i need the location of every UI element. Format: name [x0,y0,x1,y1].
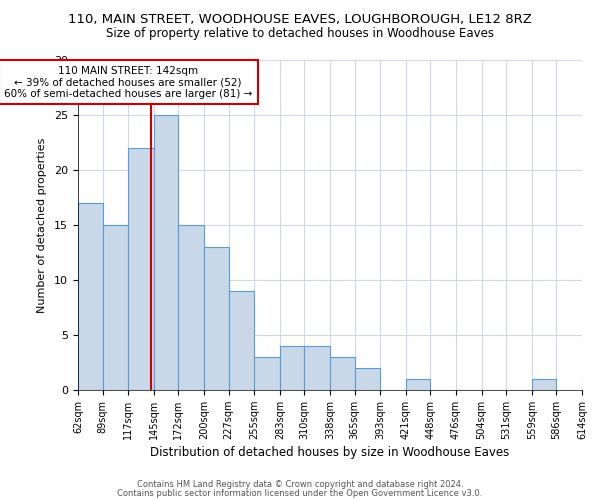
Bar [355,368,380,390]
Bar [280,346,304,390]
Text: 110, MAIN STREET, WOODHOUSE EAVES, LOUGHBOROUGH, LE12 8RZ: 110, MAIN STREET, WOODHOUSE EAVES, LOUGH… [68,12,532,26]
Text: 110 MAIN STREET: 142sqm
← 39% of detached houses are smaller (52)
60% of semi-de: 110 MAIN STREET: 142sqm ← 39% of detache… [4,66,253,98]
Y-axis label: Number of detached properties: Number of detached properties [37,138,47,312]
Text: Size of property relative to detached houses in Woodhouse Eaves: Size of property relative to detached ho… [106,28,494,40]
Bar [330,357,355,390]
Bar [154,115,178,390]
Bar [254,357,280,390]
Text: Contains public sector information licensed under the Open Government Licence v3: Contains public sector information licen… [118,488,482,498]
Bar [532,379,556,390]
Bar [178,225,204,390]
Bar [229,291,254,390]
Bar [103,225,128,390]
Bar [406,379,430,390]
Bar [78,203,103,390]
Text: Contains HM Land Registry data © Crown copyright and database right 2024.: Contains HM Land Registry data © Crown c… [137,480,463,489]
Bar [582,379,600,390]
X-axis label: Distribution of detached houses by size in Woodhouse Eaves: Distribution of detached houses by size … [151,446,509,459]
Bar [304,346,330,390]
Bar [128,148,154,390]
Bar [204,247,229,390]
